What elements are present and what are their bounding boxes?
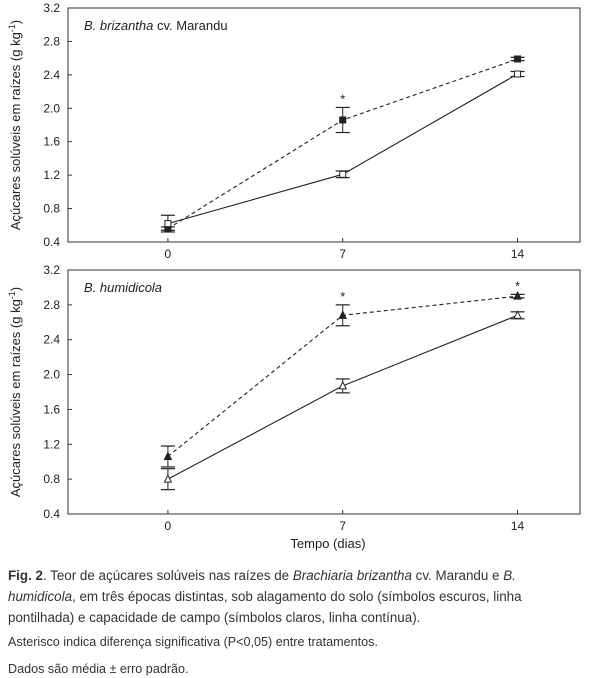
significance-marker: * [340,289,345,304]
data-point [514,70,522,78]
y-tick-label: 1.6 [43,135,60,149]
y-tick-label: 2.8 [43,298,60,312]
caption-significance-note: Asterisco indica diferença significativa… [8,635,378,649]
y-tick-label: 0.8 [43,202,60,216]
y-tick-label: 0.4 [43,235,60,249]
caption-text-1: . Teor de açúcares solúveis nas raízes d… [42,568,293,583]
data-point [163,451,173,460]
data-point [513,310,522,319]
significance-marker: * [340,91,345,106]
series-line [167,314,518,480]
x-tick-label: 7 [339,247,346,261]
y-tick-label: 2.0 [43,368,60,382]
y-tick-label: 1.2 [43,168,60,182]
caption-data-note: Dados são média ± erro padrão. [8,662,189,676]
y-tick-label: 0.8 [43,472,60,486]
plot-frame [67,7,581,243]
x-tick-label: 0 [165,519,172,533]
caption-species-2: B. humidicola [8,568,516,604]
y-tick-label: 3.2 [43,263,60,277]
data-point [164,220,172,228]
data-point [339,170,347,178]
y-tick-label: 2.0 [43,101,60,115]
figure-caption: Fig. 2. Teor de açúcares solúveis nas ra… [8,565,582,628]
series-field-capacity [160,70,525,233]
y-tick-label: 0.4 [43,507,60,521]
x-tick-label: 14 [511,247,525,261]
y-tick-label: 3.2 [43,1,60,15]
chart-panel-2: 0.4 0.8 1.2 1.6 2.0 2.4 2.8 3.2 0 7 14 Açúcares sol… [7,263,581,551]
data-point [514,55,522,63]
x-tick-label: 0 [165,247,172,261]
y-axis-label: Açúcares solúveis em raízes (g kg-1) [7,20,23,230]
x-axis-label: Tempo (dias) [290,536,365,551]
x-tick-label: 7 [339,519,346,533]
y-tick-label: 1.2 [43,437,60,451]
y-tick-label: 1.6 [43,402,60,416]
data-point [339,116,347,124]
x-tick-label: 14 [511,519,525,533]
panel-label: B. brizantha cv. Marandu [84,18,228,33]
caption-fig-label: Fig. 2 [8,568,43,583]
panel-label: B. humidicola [84,280,162,295]
y-tick-label: 2.4 [43,68,60,82]
series-flooded [160,55,525,233]
data-point [513,291,522,300]
caption-text-3: , em três épocas distintas, sob alagamen… [8,589,522,625]
data-point [163,474,173,483]
data-point [338,380,348,390]
chart-panel-1: 0.4 0.8 1.2 1.6 2.0 2.4 2.8 3.2 0 7 14 Açúcares sol… [7,1,581,261]
series-line [167,58,518,230]
data-point [338,310,348,319]
y-tick-label: 2.4 [43,333,60,347]
caption-text-2: cv. Marandu e [411,568,504,583]
y-tick-label: 2.8 [43,34,60,48]
series-flooded [160,291,525,468]
caption-species-1: Brachiaria brizantha [292,568,412,583]
plot-frame [67,269,581,515]
series-field-capacity [160,310,525,491]
significance-marker: * [515,278,520,293]
y-axis-label: Açúcares solúveis em raízes (g kg-1) [7,287,23,497]
figure: 0.4 0.8 1.2 1.6 2.0 2.4 2.8 3.2 0 7 14 Açúcares sol… [7,1,581,551]
